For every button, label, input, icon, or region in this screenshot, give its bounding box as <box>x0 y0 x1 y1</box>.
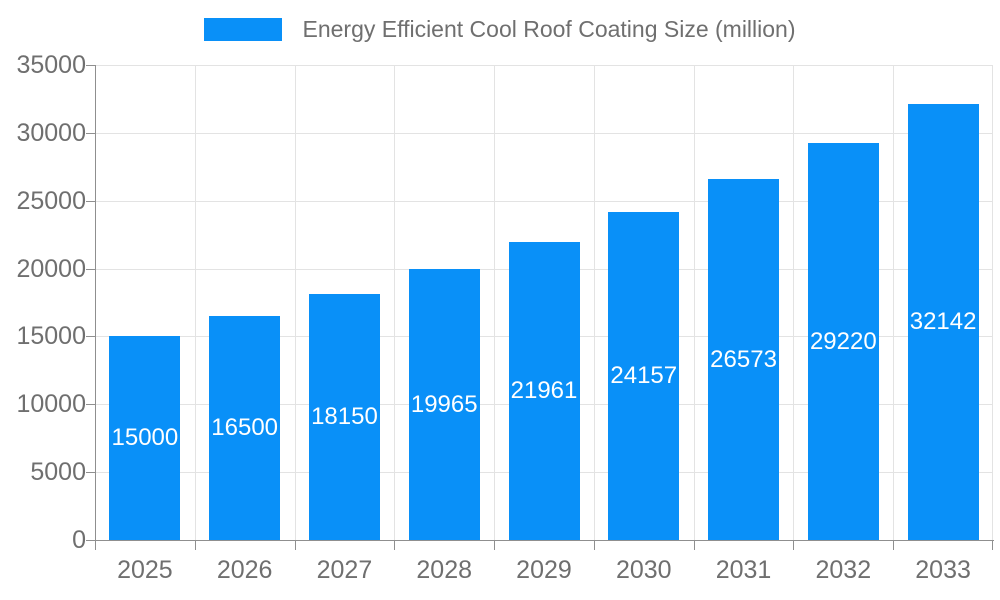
y-axis-tick-label: 25000 <box>16 186 86 215</box>
x-axis-tick <box>95 540 96 550</box>
plot-area: 15000 16500 18150 19965 21961 24157 26573 29220… <box>95 65 993 540</box>
x-axis-tick-label: 2030 <box>615 556 672 584</box>
x-axis-tick <box>494 540 496 550</box>
v-gridline <box>893 65 895 540</box>
x-axis-tick <box>693 540 695 550</box>
y-axis-line <box>95 65 96 541</box>
legend-swatch <box>204 18 283 41</box>
x-axis-tick <box>194 540 196 550</box>
x-axis-tick-label: 2033 <box>915 556 971 584</box>
bar: 19965 <box>408 269 480 540</box>
bar: 15000 <box>109 336 181 540</box>
bar: 21961 <box>508 241 580 540</box>
h-gridline <box>95 132 993 134</box>
h-gridline <box>95 65 993 66</box>
bar: 24157 <box>608 212 680 540</box>
x-axis-tick <box>793 540 795 550</box>
y-axis-tick <box>86 336 95 338</box>
bar-value-label: 24157 <box>610 362 678 390</box>
x-axis-tick-label: 2029 <box>516 556 572 584</box>
v-gridline <box>394 65 396 540</box>
v-gridline <box>992 65 993 540</box>
y-axis-tick <box>86 268 95 270</box>
x-axis-tick-label: 2031 <box>715 556 772 584</box>
v-gridline <box>294 65 296 540</box>
legend-label: Energy Efficient Cool Roof Coating Size … <box>302 16 796 42</box>
h-gridline <box>95 200 993 202</box>
x-axis-tick <box>394 540 396 550</box>
bar-value-label: 21961 <box>510 376 578 404</box>
x-axis-tick <box>593 540 595 550</box>
v-gridline <box>194 65 196 540</box>
y-axis-tick-label: 20000 <box>16 254 86 283</box>
y-axis-tick <box>86 200 95 202</box>
x-axis-tick-label: 2026 <box>216 556 273 584</box>
bar-value-label: 18150 <box>311 402 378 430</box>
y-axis-tick-label: 30000 <box>16 118 86 147</box>
x-axis-tick-label: 2028 <box>416 556 473 584</box>
legend: Energy Efficient Cool Roof Coating Size … <box>0 16 1000 43</box>
bar-value-label: 15000 <box>111 424 179 452</box>
y-axis-tick <box>86 472 95 474</box>
y-axis-tick <box>86 132 95 134</box>
bar: 16500 <box>209 316 281 540</box>
x-axis-tick-label: 2027 <box>316 556 373 584</box>
y-axis-tick-label: 5000 <box>30 458 86 487</box>
bar: 29220 <box>807 143 879 540</box>
y-axis-tick <box>86 65 95 66</box>
y-axis-tick-label: 0 <box>72 526 86 554</box>
bar-value-label: 29220 <box>809 327 877 355</box>
bar-value-label: 19965 <box>410 390 478 418</box>
v-gridline <box>494 65 496 540</box>
x-axis-line <box>95 540 994 541</box>
bar: 26573 <box>708 179 780 540</box>
y-axis-tick <box>86 404 95 406</box>
x-axis-tick <box>294 540 296 550</box>
x-axis-tick-label: 2032 <box>815 556 872 584</box>
y-axis-tick-label: 10000 <box>16 390 86 419</box>
x-axis-tick-label: 2025 <box>117 556 173 584</box>
bar: 18150 <box>308 293 380 540</box>
v-gridline <box>593 65 595 540</box>
v-gridline <box>693 65 695 540</box>
y-axis-tick <box>86 540 95 541</box>
x-axis-tick <box>992 540 993 550</box>
bar: 32142 <box>907 103 979 540</box>
bar-value-label: 32142 <box>909 307 977 335</box>
bar-value-label: 26573 <box>710 345 777 373</box>
x-axis-tick <box>893 540 895 550</box>
bar-value-label: 16500 <box>211 414 279 442</box>
y-axis-tick-label: 35000 <box>16 51 86 79</box>
v-gridline <box>793 65 795 540</box>
y-axis-tick-label: 15000 <box>16 322 86 351</box>
